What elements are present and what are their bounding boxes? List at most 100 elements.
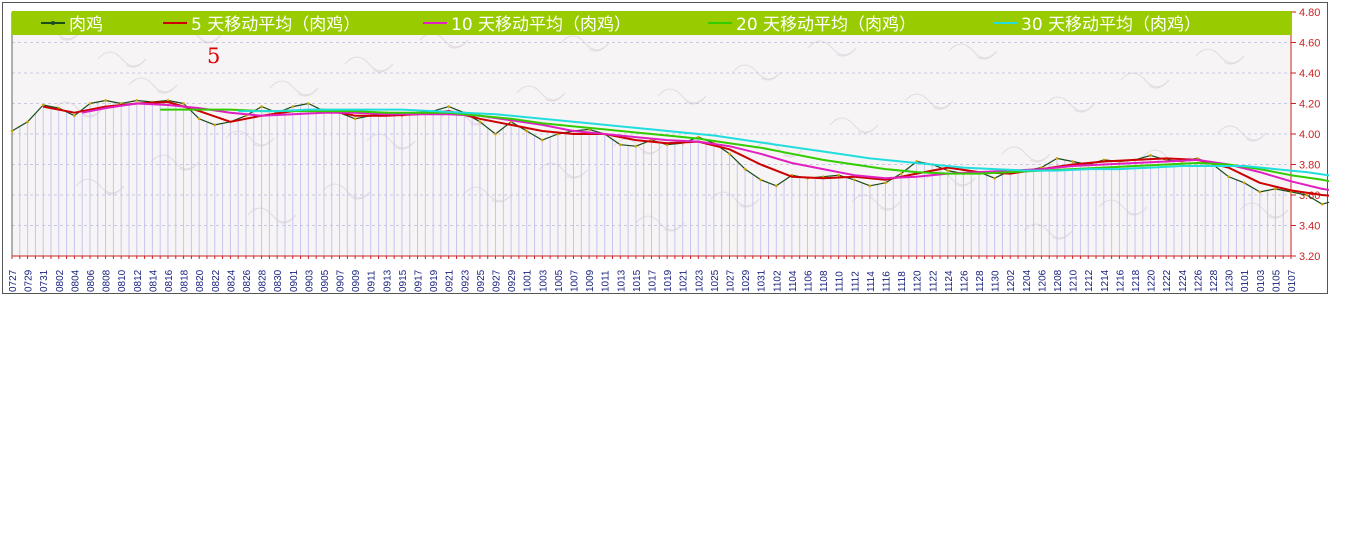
background-swirl (635, 215, 685, 232)
data-point (447, 105, 451, 108)
x-tick-label: 1208 (1053, 269, 1064, 292)
x-tick-label: 0909 (351, 269, 362, 292)
background-swirl (1217, 125, 1267, 142)
x-tick-label: 1027 (725, 269, 736, 292)
data-point (541, 138, 544, 142)
x-tick-label: 1011 (601, 270, 612, 292)
legend-label: 20 天移动平均（肉鸡） (736, 15, 916, 35)
x-tick-label: 1122 (928, 270, 939, 292)
x-tick-label: 0818 (180, 269, 191, 292)
background-swirl (516, 85, 566, 102)
background-swirl (1120, 72, 1170, 89)
legend-marker (51, 21, 55, 25)
x-tick-label: 0830 (273, 269, 284, 292)
background-swirl (1195, 48, 1245, 65)
x-tick-label: 1224 (1178, 269, 1189, 292)
data-point (1055, 157, 1059, 160)
data-point (743, 167, 747, 171)
x-tick-label: 0103 (1256, 269, 1267, 292)
x-tick-label: 1023 (694, 269, 705, 292)
data-point (26, 120, 29, 124)
x-tick-label: 0911 (367, 270, 378, 292)
background-swirl (829, 117, 879, 134)
data-point (478, 120, 482, 124)
background-swirl (807, 40, 857, 57)
x-tick-label: 0828 (258, 269, 269, 292)
data-point (307, 102, 310, 105)
legend-label: 5 天移动平均（肉鸡） (191, 15, 360, 35)
x-tick-label: 1128 (975, 270, 986, 292)
x-tick-label: 1031 (757, 269, 768, 292)
data-point (1320, 202, 1324, 206)
data-point (946, 169, 950, 172)
y-tick-label: 3.80 (1299, 160, 1320, 172)
x-tick-label: 1222 (1162, 269, 1173, 292)
background-swirl (710, 191, 760, 208)
x-tick-label: 0727 (8, 269, 19, 292)
data-point (993, 176, 996, 180)
data-point (1305, 193, 1308, 197)
data-point (182, 102, 185, 105)
background-swirl (322, 183, 372, 200)
x-tick-label: 1112 (850, 271, 861, 292)
x-tick-label: 0907 (336, 269, 347, 292)
x-tick-label: 1114 (866, 271, 877, 292)
x-tick-label: 1116 (881, 271, 892, 292)
data-point (353, 117, 357, 121)
x-tick-label: 1108 (819, 270, 830, 292)
data-point (135, 99, 139, 102)
x-tick-label: 1202 (1006, 269, 1017, 292)
data-point (1242, 181, 1246, 185)
x-tick-label: 0919 (429, 269, 440, 292)
x-tick-label: 1220 (1147, 269, 1158, 292)
data-point (41, 103, 45, 107)
y-tick-label: 4.00 (1299, 129, 1320, 141)
x-tick-label: 1218 (1131, 269, 1142, 292)
x-tick-label: 1214 (1100, 269, 1111, 292)
data-point (213, 123, 217, 127)
x-tick-label: 0824 (226, 269, 237, 292)
x-tick-label: 1126 (959, 270, 970, 292)
background-swirl (75, 178, 125, 195)
series-line-1 (43, 101, 1329, 197)
x-tick-label: 0927 (492, 269, 503, 292)
x-tick-label: 0826 (242, 269, 253, 292)
data-point (837, 173, 840, 177)
x-tick-label: 0816 (164, 269, 175, 292)
background-swirl (463, 186, 513, 203)
data-point (728, 152, 731, 156)
x-tick-label: 0810 (117, 269, 128, 292)
background-swirl (904, 93, 954, 110)
x-tick-label: 1120 (913, 270, 924, 292)
background-swirl (538, 162, 588, 179)
background-swirl (97, 51, 147, 68)
background-swirl (269, 80, 319, 97)
x-tick-label: 0731 (39, 269, 50, 292)
x-tick-label: 1118 (897, 271, 908, 292)
x-tick-label: 1124 (944, 270, 955, 292)
series-line-4 (238, 108, 1329, 177)
x-tick-label: 1005 (554, 269, 565, 292)
x-tick-label: 1110 (835, 271, 846, 292)
data-point (260, 105, 263, 108)
background-swirl (732, 64, 782, 81)
x-tick-label: 1017 (648, 269, 659, 292)
y-tick-label: 3.40 (1299, 221, 1320, 233)
x-tick-label: 0101 (1240, 269, 1251, 292)
data-point (852, 178, 856, 182)
x-tick-label: 1019 (663, 269, 674, 292)
data-point (73, 114, 76, 117)
x-tick-label: 0820 (195, 269, 206, 292)
y-tick-label: 4.20 (1299, 99, 1320, 111)
x-tick-label: 0814 (148, 269, 159, 292)
legend-label: 10 天移动平均（肉鸡） (451, 15, 631, 35)
x-tick-label: 0806 (86, 269, 97, 292)
x-tick-label: 1013 (616, 269, 627, 292)
x-tick-label: 1216 (1115, 269, 1126, 292)
legend-label: 30 天移动平均（肉鸡） (1021, 15, 1201, 35)
background-swirl (128, 77, 178, 94)
x-tick-label: 1210 (1069, 269, 1080, 292)
x-tick-label: 1009 (585, 269, 596, 292)
background-swirl (150, 154, 200, 171)
data-point (619, 143, 622, 146)
